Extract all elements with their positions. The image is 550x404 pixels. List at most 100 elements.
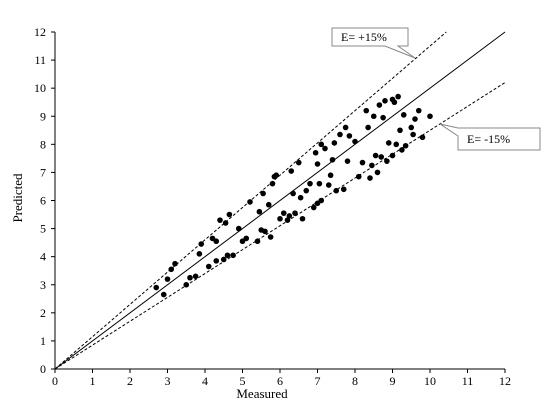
callout-minus-15: E= -15%	[439, 123, 541, 151]
data-point	[277, 215, 283, 222]
reference-lines	[54, 31, 506, 370]
x-tick-label: 5	[240, 374, 246, 388]
line-plus-15	[54, 31, 447, 370]
data-point	[329, 156, 336, 163]
y-tick-label: 1	[40, 334, 46, 348]
axes	[51, 31, 506, 373]
data-point	[213, 258, 220, 264]
data-point	[205, 263, 212, 270]
callout-minus-15-label: E= -15%	[467, 132, 510, 146]
data-point	[370, 113, 377, 120]
data-point	[213, 238, 220, 245]
x-tick-label: 6	[277, 374, 283, 388]
data-point	[222, 220, 229, 226]
data-point	[419, 134, 426, 141]
x-tick-label: 1	[90, 374, 96, 388]
data-point	[265, 201, 272, 208]
data-point	[295, 159, 302, 166]
data-point	[333, 187, 340, 194]
x-tick-label: 3	[165, 374, 171, 388]
x-tick-label: 11	[462, 374, 474, 388]
x-tick-label: 0	[52, 374, 58, 388]
data-point	[342, 124, 349, 131]
data-point	[344, 158, 351, 164]
data-point	[322, 145, 328, 152]
data-point	[374, 169, 381, 176]
data-point	[243, 235, 250, 242]
data-point	[280, 210, 287, 216]
data-point	[359, 159, 366, 166]
y-tick-label: 7	[40, 165, 46, 179]
data-point	[385, 140, 392, 146]
callout-plus-15: E= +15%	[331, 27, 416, 59]
data-point	[412, 116, 418, 122]
data-point	[187, 274, 193, 281]
data-point	[384, 158, 390, 164]
y-tick-label: 12	[34, 25, 46, 39]
y-tick-label: 2	[40, 306, 46, 320]
data-point	[198, 241, 205, 247]
data-point	[395, 93, 401, 100]
data-point	[389, 152, 396, 159]
data-point	[355, 173, 362, 180]
data-point	[235, 225, 242, 232]
data-point	[310, 204, 317, 211]
data-point	[224, 252, 231, 259]
data-point	[196, 251, 203, 257]
y-tick-label: 11	[34, 53, 46, 67]
data-point	[303, 187, 310, 194]
x-tick-label: 4	[202, 374, 208, 388]
data-point	[415, 107, 422, 114]
data-point	[408, 124, 415, 131]
data-point	[247, 199, 253, 205]
data-point	[168, 266, 175, 273]
data-point	[273, 172, 280, 179]
data-point	[318, 197, 325, 204]
callout-plus-15-box	[331, 27, 416, 59]
data-point	[327, 172, 334, 179]
y-tick-label: 6	[40, 194, 46, 208]
data-point	[352, 138, 358, 145]
data-point	[427, 113, 433, 120]
callout-minus-15-box	[439, 123, 541, 151]
data-point	[288, 168, 295, 174]
data-point	[267, 234, 274, 240]
data-point	[220, 256, 227, 263]
data-point	[393, 141, 400, 148]
data-point	[316, 180, 323, 187]
y-axis-label: Predicted	[10, 173, 25, 223]
x-tick-label: 2	[127, 374, 133, 388]
data-point	[367, 175, 373, 181]
data-point	[397, 127, 403, 134]
data-point	[192, 273, 199, 280]
data-point	[290, 190, 296, 197]
data-point	[380, 114, 386, 121]
data-point	[269, 180, 276, 187]
data-point	[331, 140, 338, 146]
data-point	[160, 291, 167, 298]
y-tick-label: 4	[40, 250, 46, 264]
y-tick-label: 3	[40, 278, 46, 292]
data-point	[297, 194, 304, 201]
data-point	[400, 112, 407, 118]
data-point	[376, 102, 383, 108]
x-tick-label: 7	[315, 374, 321, 388]
data-point	[164, 276, 171, 282]
data-point	[402, 142, 409, 149]
data-point	[284, 217, 291, 223]
data-point	[382, 98, 388, 104]
data-point	[254, 238, 261, 245]
data-points	[153, 93, 433, 298]
x-tick-label: 10	[424, 374, 436, 388]
x-tick-label: 8	[352, 374, 358, 388]
data-point	[410, 131, 416, 138]
y-tick-label: 0	[40, 362, 46, 376]
data-point	[318, 141, 325, 148]
x-axis-label: Measured	[236, 386, 288, 401]
data-point	[292, 210, 298, 216]
data-point	[260, 190, 266, 197]
line-1-to-1	[54, 31, 506, 370]
y-tick-label: 5	[40, 222, 46, 236]
